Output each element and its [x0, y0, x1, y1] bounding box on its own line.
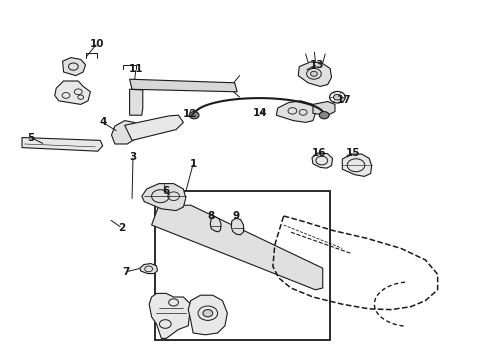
Text: 6: 6 — [163, 186, 169, 196]
Circle shape — [189, 112, 199, 119]
Text: 1: 1 — [189, 159, 196, 169]
Polygon shape — [188, 295, 227, 335]
Polygon shape — [62, 58, 85, 76]
Polygon shape — [22, 138, 102, 151]
Circle shape — [310, 71, 317, 76]
Polygon shape — [298, 62, 331, 86]
Circle shape — [333, 94, 341, 100]
Polygon shape — [142, 184, 185, 211]
Text: 10: 10 — [89, 39, 104, 49]
Text: 8: 8 — [207, 211, 214, 221]
Circle shape — [203, 310, 212, 317]
Text: 9: 9 — [232, 211, 239, 221]
Polygon shape — [149, 293, 190, 338]
Polygon shape — [342, 154, 371, 176]
Polygon shape — [140, 264, 157, 274]
Text: 12: 12 — [182, 109, 197, 120]
Polygon shape — [231, 218, 243, 235]
Text: 3: 3 — [129, 152, 136, 162]
Polygon shape — [129, 79, 237, 92]
Text: 2: 2 — [118, 222, 124, 233]
Text: 17: 17 — [336, 95, 350, 105]
Polygon shape — [124, 115, 183, 140]
Polygon shape — [55, 81, 90, 104]
Bar — [155, 191, 329, 340]
Text: 7: 7 — [122, 267, 130, 277]
Text: 13: 13 — [309, 60, 324, 70]
Text: 15: 15 — [345, 148, 360, 158]
Polygon shape — [210, 217, 221, 232]
Polygon shape — [276, 101, 315, 122]
Polygon shape — [311, 153, 332, 168]
Text: 16: 16 — [311, 148, 325, 158]
Text: 4: 4 — [99, 117, 106, 127]
Polygon shape — [312, 102, 334, 115]
Polygon shape — [111, 121, 139, 144]
Text: 5: 5 — [27, 132, 34, 143]
Text: 11: 11 — [128, 64, 143, 74]
Text: 14: 14 — [252, 108, 267, 118]
Polygon shape — [151, 205, 322, 290]
Circle shape — [319, 112, 328, 119]
Polygon shape — [129, 89, 142, 115]
